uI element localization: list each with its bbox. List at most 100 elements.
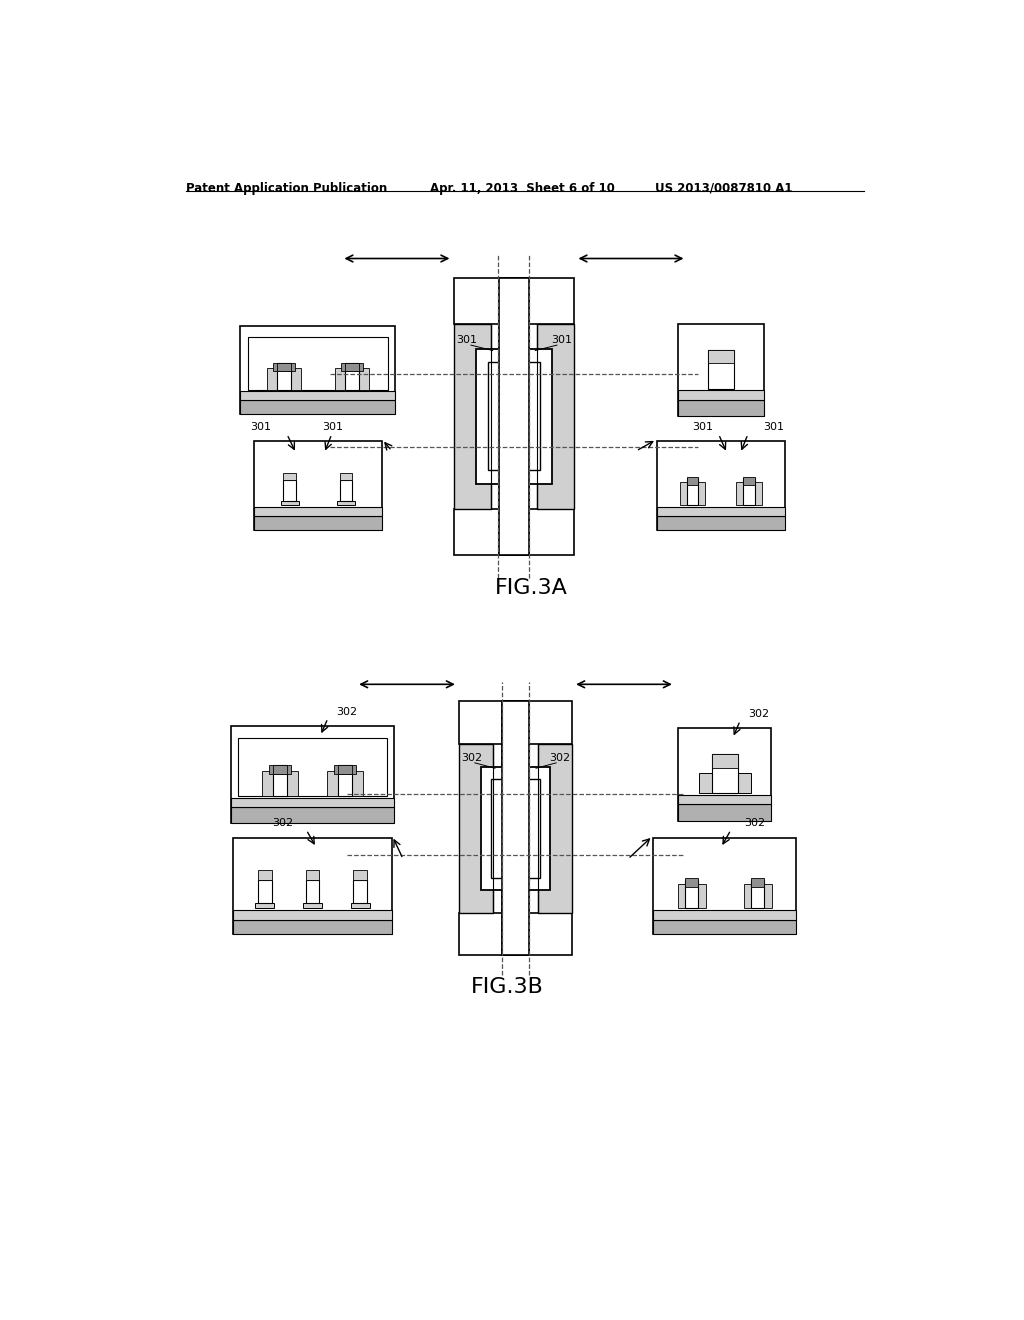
Bar (262, 771, 273, 796)
Bar (685, 878, 698, 887)
Bar (492, 779, 540, 878)
Text: 302: 302 (461, 752, 482, 763)
Bar (678, 795, 771, 804)
Bar (678, 884, 706, 908)
Bar (476, 348, 552, 483)
Bar (273, 764, 287, 796)
Bar (454, 508, 574, 554)
Bar (678, 400, 764, 416)
Bar (653, 909, 797, 920)
Bar (503, 701, 528, 956)
Bar (303, 903, 322, 908)
Bar (241, 392, 395, 400)
Bar (685, 880, 698, 908)
Bar (327, 771, 338, 796)
Text: 301: 301 (764, 422, 784, 432)
Bar (353, 880, 367, 903)
Bar (231, 797, 394, 807)
Bar (345, 363, 359, 389)
Bar (231, 726, 394, 822)
Bar (657, 507, 784, 516)
Text: 302: 302 (549, 752, 570, 763)
Bar (657, 441, 784, 529)
Bar (284, 473, 296, 480)
Text: FIG.3A: FIG.3A (495, 578, 567, 598)
Bar (454, 277, 574, 323)
Text: FIG.3B: FIG.3B (471, 977, 544, 997)
Bar (287, 771, 298, 796)
Bar (255, 903, 274, 908)
Bar (340, 473, 352, 480)
Text: Apr. 11, 2013  Sheet 6 of 10: Apr. 11, 2013 Sheet 6 of 10 (430, 182, 615, 194)
Bar (500, 277, 528, 554)
Bar (241, 400, 395, 414)
Text: US 2013/0087810 A1: US 2013/0087810 A1 (655, 182, 793, 194)
Bar (743, 478, 755, 506)
Bar (752, 878, 764, 887)
Bar (657, 516, 784, 529)
Bar (698, 774, 751, 793)
Bar (267, 368, 276, 389)
Bar (340, 480, 352, 500)
Bar (678, 729, 771, 821)
Bar (454, 323, 492, 508)
Bar (258, 870, 271, 880)
Bar (460, 701, 571, 743)
Bar (284, 480, 296, 500)
Bar (678, 804, 771, 821)
Bar (248, 337, 388, 389)
Bar (487, 363, 541, 470)
Bar (254, 516, 382, 529)
Bar (712, 754, 737, 793)
Bar (678, 323, 764, 416)
Bar (281, 500, 299, 506)
Bar (233, 909, 392, 920)
Bar (708, 350, 733, 363)
Bar (306, 870, 319, 880)
Text: 302: 302 (272, 818, 293, 829)
Bar (687, 478, 698, 484)
Text: 301: 301 (551, 335, 571, 345)
Bar (276, 363, 291, 389)
Bar (338, 764, 352, 796)
Bar (752, 880, 764, 908)
Bar (460, 743, 494, 913)
Text: 302: 302 (336, 706, 356, 717)
Bar (352, 771, 362, 796)
Text: 302: 302 (748, 709, 769, 719)
Bar (481, 767, 550, 890)
Bar (712, 754, 737, 768)
Bar (233, 920, 392, 935)
Bar (241, 326, 395, 414)
Bar (736, 482, 762, 506)
Bar (306, 880, 319, 903)
Bar (233, 838, 392, 935)
Bar (335, 368, 345, 389)
Bar (678, 391, 764, 400)
Text: 301: 301 (692, 422, 713, 432)
Bar (680, 482, 706, 506)
Bar (708, 350, 733, 388)
Bar (345, 363, 359, 371)
Text: Patent Application Publication: Patent Application Publication (186, 182, 387, 194)
Bar (653, 838, 797, 935)
Text: 302: 302 (744, 818, 765, 829)
Bar (334, 764, 356, 775)
Bar (341, 363, 364, 371)
Bar (500, 277, 528, 554)
Text: 301: 301 (322, 422, 343, 432)
Bar (503, 701, 528, 956)
Bar (254, 441, 382, 529)
Bar (231, 807, 394, 822)
Bar (743, 884, 772, 908)
Bar (276, 363, 291, 371)
Bar (460, 913, 571, 956)
Bar (273, 764, 287, 775)
Bar (254, 507, 382, 516)
Bar (359, 368, 369, 389)
Bar (337, 500, 355, 506)
Bar (291, 368, 300, 389)
Bar (338, 764, 352, 775)
Bar (272, 363, 295, 371)
Bar (687, 478, 698, 506)
